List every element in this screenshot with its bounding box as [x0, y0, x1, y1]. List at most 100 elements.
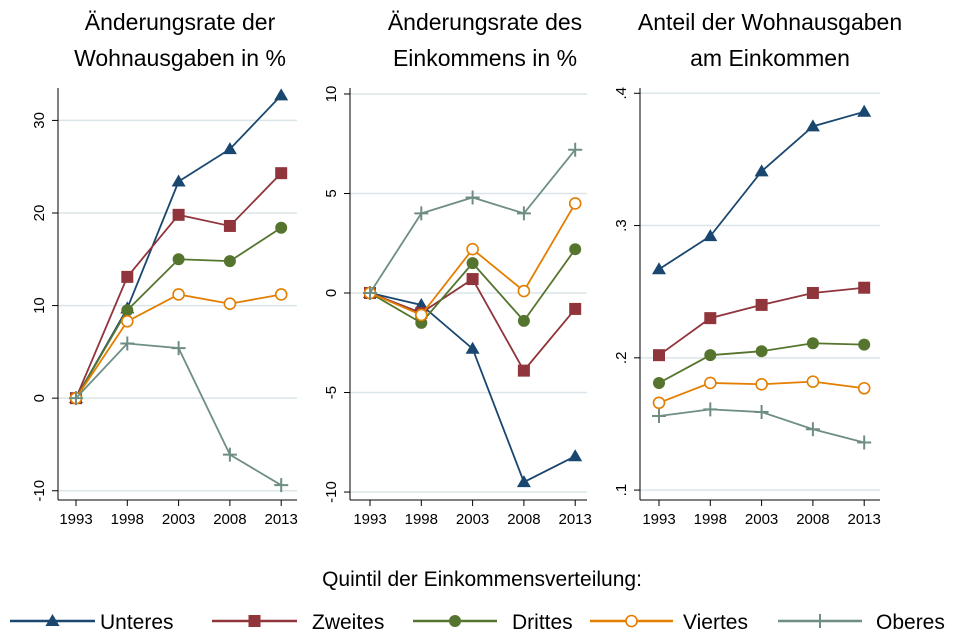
series-line	[75, 342, 282, 486]
marker	[275, 167, 288, 180]
marker	[121, 304, 134, 317]
x-tick-label: 1998	[111, 511, 144, 528]
marker	[222, 142, 237, 155]
chart-title: Einkommens in %	[393, 45, 577, 71]
marker	[568, 449, 583, 462]
marker	[465, 190, 480, 205]
marker	[171, 174, 186, 187]
marker	[414, 206, 429, 221]
y-tick-label: -10	[323, 481, 340, 503]
y-tick-label: 0	[323, 289, 340, 297]
y-tick-label: -10	[31, 480, 48, 502]
marker	[172, 288, 185, 301]
marker	[120, 336, 135, 351]
marker	[653, 376, 665, 389]
legend-label: Unteres	[100, 611, 174, 634]
marker	[171, 341, 186, 356]
x-tick-label: 2003	[745, 511, 778, 528]
y-tick-label: 0	[31, 394, 48, 402]
marker	[805, 422, 820, 437]
marker	[652, 396, 666, 410]
marker	[568, 197, 582, 210]
marker	[857, 381, 871, 395]
x-tick-label: 1993	[642, 511, 675, 528]
marker	[703, 402, 718, 417]
x-tick-label: 1998	[694, 511, 727, 528]
x-tick-label: 2003	[456, 511, 489, 528]
x-tick-label: 2013	[848, 511, 881, 528]
x-tick-label: 2003	[162, 511, 195, 528]
marker	[755, 377, 768, 391]
marker	[69, 391, 83, 406]
marker	[449, 615, 461, 627]
marker	[857, 104, 872, 117]
marker	[223, 255, 236, 268]
chart-title: Änderungsrate der	[85, 9, 276, 35]
legend-label: Oberes	[876, 611, 945, 634]
marker	[704, 312, 717, 325]
marker	[806, 287, 819, 300]
marker	[363, 286, 377, 301]
marker	[121, 315, 134, 328]
y-tick-label: 10	[323, 86, 340, 103]
marker	[625, 614, 638, 628]
x-tick-label: 2013	[559, 511, 592, 528]
marker	[466, 242, 479, 256]
marker	[652, 409, 666, 424]
x-tick-label: 1993	[353, 511, 386, 528]
marker	[274, 88, 289, 101]
legend-title: Quintil der Einkommensverteilung:	[322, 568, 642, 591]
chart-title: Änderungsrate des	[388, 9, 582, 35]
y-tick-label: 5	[323, 189, 340, 197]
marker	[703, 376, 717, 390]
marker	[653, 349, 665, 362]
marker	[172, 253, 185, 266]
marker	[569, 302, 582, 315]
marker	[517, 284, 531, 298]
marker	[275, 221, 288, 234]
marker	[754, 164, 769, 177]
marker	[806, 337, 819, 350]
marker	[121, 270, 134, 283]
marker	[45, 614, 60, 626]
marker	[222, 447, 237, 462]
y-tick-label: .3	[613, 219, 630, 232]
marker	[465, 341, 480, 354]
y-tick-label: .4	[613, 87, 630, 100]
marker	[755, 345, 768, 358]
marker	[414, 308, 428, 322]
series-line	[369, 292, 576, 484]
y-tick-label: 10	[31, 297, 48, 314]
marker	[813, 614, 827, 628]
marker	[858, 338, 871, 351]
y-tick-label: 30	[31, 112, 48, 129]
x-tick-label: 2008	[507, 511, 540, 528]
x-tick-label: 2008	[796, 511, 829, 528]
legend-label: Viertes	[683, 611, 748, 634]
series-line	[658, 286, 865, 356]
marker	[806, 375, 820, 388]
marker	[857, 435, 872, 450]
chart-title: Anteil der Wohnausgaben	[638, 9, 902, 35]
marker	[466, 257, 479, 270]
marker	[517, 314, 530, 327]
y-tick-label: .2	[613, 352, 630, 365]
marker	[755, 298, 768, 311]
marker	[516, 206, 531, 221]
marker	[274, 288, 288, 301]
marker	[569, 243, 582, 256]
marker	[858, 281, 871, 294]
marker	[466, 273, 479, 286]
y-tick-label: -5	[323, 386, 340, 399]
x-tick-label: 2013	[265, 511, 298, 528]
marker	[223, 297, 237, 311]
x-tick-label: 2008	[213, 511, 246, 528]
chart-title: am Einkommen	[690, 45, 850, 71]
series-line	[369, 149, 576, 294]
marker	[805, 119, 820, 132]
x-tick-label: 1993	[59, 511, 92, 528]
x-tick-label: 1998	[405, 511, 438, 528]
marker	[754, 405, 769, 420]
marker	[568, 142, 583, 157]
